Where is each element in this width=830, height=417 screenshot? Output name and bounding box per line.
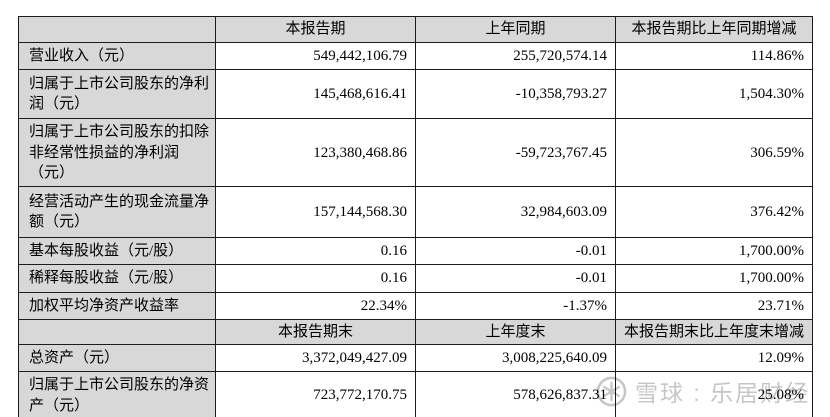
row-label: 营业收入（元） <box>18 41 216 71</box>
eop-header-change: 本报告期末比上年度末增减 <box>615 318 813 346</box>
change-value: 1,504.30% <box>615 69 813 120</box>
change-value: 376.42% <box>615 186 813 238</box>
prior-period-value: 32,984,603.09 <box>415 186 616 238</box>
row-total-assets: 总资产（元） 3,372,049,427.09 3,008,225,640.09… <box>18 343 813 373</box>
eop-header-prior: 上年度末 <box>415 318 616 346</box>
row-label: 归属于上市公司股东的扣除非经常性损益的净利润（元） <box>18 118 216 187</box>
change-value: 25.08% <box>615 371 813 417</box>
change-value: 1,700.00% <box>615 236 813 266</box>
current-period-value: 0.16 <box>215 264 416 293</box>
row-label: 归属于上市公司股东的净利润（元） <box>18 69 216 120</box>
row-label: 总资产（元） <box>18 343 216 373</box>
eop-header-empty-cell <box>18 318 216 346</box>
row-net-profit: 归属于上市公司股东的净利润（元） 145,468,616.41 -10,358,… <box>18 69 813 120</box>
row-net-assets: 归属于上市公司股东的净资产（元） 723,772,170.75 578,626,… <box>18 371 813 417</box>
prior-period-value: -0.01 <box>415 264 616 293</box>
period-header-row: 本报告期 上年同期 本报告期比上年同期增减 <box>18 16 813 43</box>
prior-period-value: 255,720,574.14 <box>415 41 616 71</box>
change-value: 306.59% <box>615 118 813 187</box>
change-value: 12.09% <box>615 343 813 373</box>
change-value: 23.71% <box>615 291 813 320</box>
row-diluted-eps: 稀释每股收益（元/股） 0.16 -0.01 1,700.00% <box>18 264 813 293</box>
current-period-value: 3,372,049,427.09 <box>215 343 416 373</box>
eop-header-current: 本报告期末 <box>215 318 416 346</box>
row-label: 加权平均净资产收益率 <box>18 291 216 320</box>
period-header-prior: 上年同期 <box>415 16 616 43</box>
prior-period-value: -1.37% <box>415 291 616 320</box>
prior-period-value: -59,723,767.45 <box>415 118 616 187</box>
prior-period-value: 578,626,837.31 <box>415 371 616 417</box>
row-net-profit-excl-nonrecurring: 归属于上市公司股东的扣除非经常性损益的净利润（元） 123,380,468.86… <box>18 118 813 187</box>
change-value: 114.86% <box>615 41 813 71</box>
prior-period-value: -10,358,793.27 <box>415 69 616 120</box>
row-label: 稀释每股收益（元/股） <box>18 264 216 293</box>
row-label: 经营活动产生的现金流量净额（元） <box>18 186 216 238</box>
current-period-value: 145,468,616.41 <box>215 69 416 120</box>
row-label: 基本每股收益（元/股） <box>18 236 216 266</box>
key-accounting-data-table: 本报告期 上年同期 本报告期比上年同期增减 营业收入（元） 549,442,10… <box>18 16 813 417</box>
current-period-value: 22.34% <box>215 291 416 320</box>
financial-summary-table: 本报告期 上年同期 本报告期比上年同期增减 营业收入（元） 549,442,10… <box>18 16 813 417</box>
current-period-value: 723,772,170.75 <box>215 371 416 417</box>
current-period-value: 0.16 <box>215 236 416 266</box>
row-weighted-avg-roe: 加权平均净资产收益率 22.34% -1.37% 23.71% <box>18 291 813 320</box>
prior-period-value: 3,008,225,640.09 <box>415 343 616 373</box>
row-label: 归属于上市公司股东的净资产（元） <box>18 371 216 417</box>
period-header-change: 本报告期比上年同期增减 <box>615 16 813 43</box>
current-period-value: 549,442,106.79 <box>215 41 416 71</box>
eop-header-row: 本报告期末 上年度末 本报告期末比上年度末增减 <box>18 318 813 346</box>
period-header-current: 本报告期 <box>215 16 416 43</box>
period-header-empty-cell <box>18 16 216 43</box>
change-value: 1,700.00% <box>615 264 813 293</box>
current-period-value: 157,144,568.30 <box>215 186 416 238</box>
row-basic-eps: 基本每股收益（元/股） 0.16 -0.01 1,700.00% <box>18 236 813 266</box>
row-operating-cash-flow: 经营活动产生的现金流量净额（元） 157,144,568.30 32,984,6… <box>18 186 813 238</box>
current-period-value: 123,380,468.86 <box>215 118 416 187</box>
prior-period-value: -0.01 <box>415 236 616 266</box>
row-operating-revenue: 营业收入（元） 549,442,106.79 255,720,574.14 11… <box>18 41 813 71</box>
